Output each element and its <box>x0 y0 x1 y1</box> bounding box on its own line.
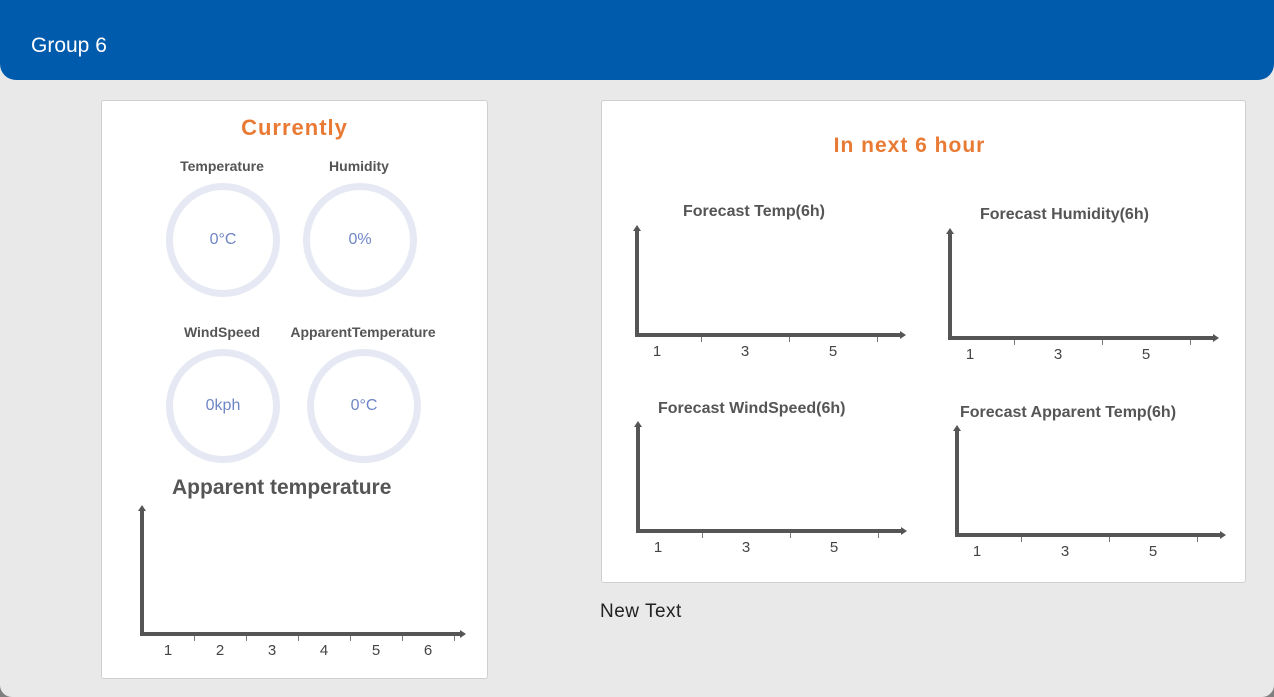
forecast-humidity-chart: 1 3 5 <box>946 228 1219 363</box>
forecast-windspeed-title: Forecast WindSpeed(6h) <box>658 400 846 417</box>
y-axis <box>955 431 959 537</box>
apparent-temperature-value: 0°C <box>350 397 378 414</box>
y-axis-arrow-icon <box>634 421 642 427</box>
temperature-value: 0°C <box>209 231 237 248</box>
y-axis <box>636 427 640 533</box>
windspeed-label: WindSpeed <box>183 324 261 340</box>
x-tick <box>1197 537 1198 542</box>
y-axis <box>948 234 952 340</box>
x-tick-label: 1 <box>163 642 173 659</box>
x-tick-label: 3 <box>267 642 277 659</box>
x-axis <box>955 533 1220 537</box>
currently-panel: Currently Temperature 0°C Humidity 0% Wi… <box>101 100 488 679</box>
y-axis-arrow-icon <box>953 425 961 431</box>
y-axis <box>635 231 639 337</box>
x-tick-label: 3 <box>1053 346 1063 363</box>
x-tick <box>702 533 703 538</box>
forecast-panel: In next 6 hour Forecast Temp(6h) 1 3 5 For… <box>601 100 1246 583</box>
x-tick <box>1190 340 1191 345</box>
apparent-temperature-chart-title: Apparent temperature <box>172 476 392 499</box>
x-tick <box>1021 537 1022 542</box>
apparent-temperature-label: ApparentTemperature <box>290 324 436 340</box>
apparent-temperature-chart: 1 2 3 4 5 6 <box>138 505 466 659</box>
x-axis <box>635 333 900 337</box>
forecast-temp-title: Forecast Temp(6h) <box>683 203 825 220</box>
x-tick-label: 1 <box>972 543 982 560</box>
x-tick <box>246 636 247 641</box>
header-bar: Group 6 <box>0 0 1274 80</box>
x-tick-label: 3 <box>741 539 751 556</box>
apparent-temperature-gauge: 0°C <box>307 349 421 463</box>
x-tick <box>790 533 791 538</box>
app-title: Group 6 <box>31 34 107 57</box>
x-tick-label: 3 <box>740 343 750 360</box>
humidity-value: 0% <box>348 231 372 248</box>
x-tick-label: 3 <box>1060 543 1070 560</box>
x-tick-label: 2 <box>215 642 225 659</box>
x-axis <box>140 632 460 636</box>
x-axis-arrow-icon <box>1213 334 1219 342</box>
humidity-label: Humidity <box>329 158 389 174</box>
currently-title: Currently <box>241 115 348 140</box>
x-tick-label: 5 <box>828 343 838 360</box>
x-tick-label: 1 <box>965 346 975 363</box>
y-axis-arrow-icon <box>946 228 954 234</box>
x-tick-label: 5 <box>829 539 839 556</box>
forecast-apparent-temp-title: Forecast Apparent Temp(6h) <box>960 404 1177 421</box>
new-text-label: New Text <box>600 601 682 622</box>
humidity-gauge: 0% <box>303 183 417 297</box>
windspeed-value: 0kph <box>205 397 241 414</box>
temperature-label: Temperature <box>180 158 264 174</box>
forecast-humidity-title: Forecast Humidity(6h) <box>980 206 1149 223</box>
windspeed-gauge: 0kph <box>166 349 280 463</box>
x-tick <box>402 636 403 641</box>
x-tick-label: 5 <box>371 642 381 659</box>
y-axis-arrow-icon <box>138 505 146 511</box>
x-tick <box>878 533 879 538</box>
temperature-gauge: 0°C <box>166 183 280 297</box>
x-tick-label: 5 <box>1141 346 1151 363</box>
x-tick <box>1102 340 1103 345</box>
forecast-apparent-temp-chart: 1 3 5 <box>953 425 1226 560</box>
x-tick <box>789 337 790 342</box>
x-tick <box>701 337 702 342</box>
x-tick <box>350 636 351 641</box>
y-axis <box>140 511 144 636</box>
x-tick-label: 1 <box>653 539 663 556</box>
x-tick-label: 6 <box>423 642 433 659</box>
x-axis <box>948 336 1213 340</box>
y-axis-arrow-icon <box>633 225 641 231</box>
forecast-title: In next 6 hour <box>833 134 986 157</box>
x-tick <box>877 337 878 342</box>
x-axis-arrow-icon <box>900 331 906 339</box>
x-tick-label: 5 <box>1148 543 1158 560</box>
x-tick <box>1014 340 1015 345</box>
x-axis-arrow-icon <box>901 527 907 535</box>
forecast-temp-chart: 1 3 5 <box>633 225 906 360</box>
x-tick-label: 1 <box>652 343 662 360</box>
x-tick <box>1109 537 1110 542</box>
x-axis-arrow-icon <box>1220 531 1226 539</box>
x-axis <box>636 529 901 533</box>
x-tick <box>298 636 299 641</box>
x-axis-arrow-icon <box>460 630 466 638</box>
forecast-windspeed-chart: 1 3 5 <box>634 421 907 556</box>
x-tick-label: 4 <box>319 642 329 659</box>
x-tick <box>454 636 455 641</box>
x-tick <box>194 636 195 641</box>
